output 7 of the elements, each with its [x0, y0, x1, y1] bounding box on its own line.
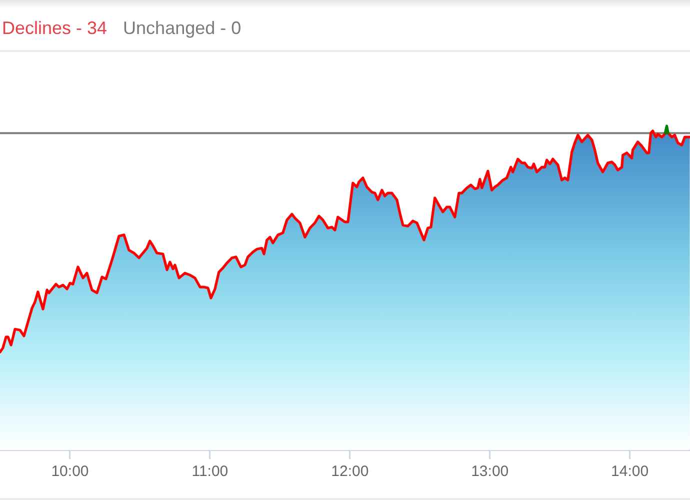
- x-tick-label: 10:00: [51, 463, 89, 480]
- x-tick-label: 11:00: [192, 463, 228, 480]
- x-tick-label: 14:00: [611, 463, 649, 480]
- x-tick-label: 12:00: [331, 463, 369, 480]
- x-tick-label: 13:00: [471, 463, 509, 480]
- text: Unchanged - 0: [123, 18, 242, 38]
- text: Declines - 34: [2, 18, 108, 38]
